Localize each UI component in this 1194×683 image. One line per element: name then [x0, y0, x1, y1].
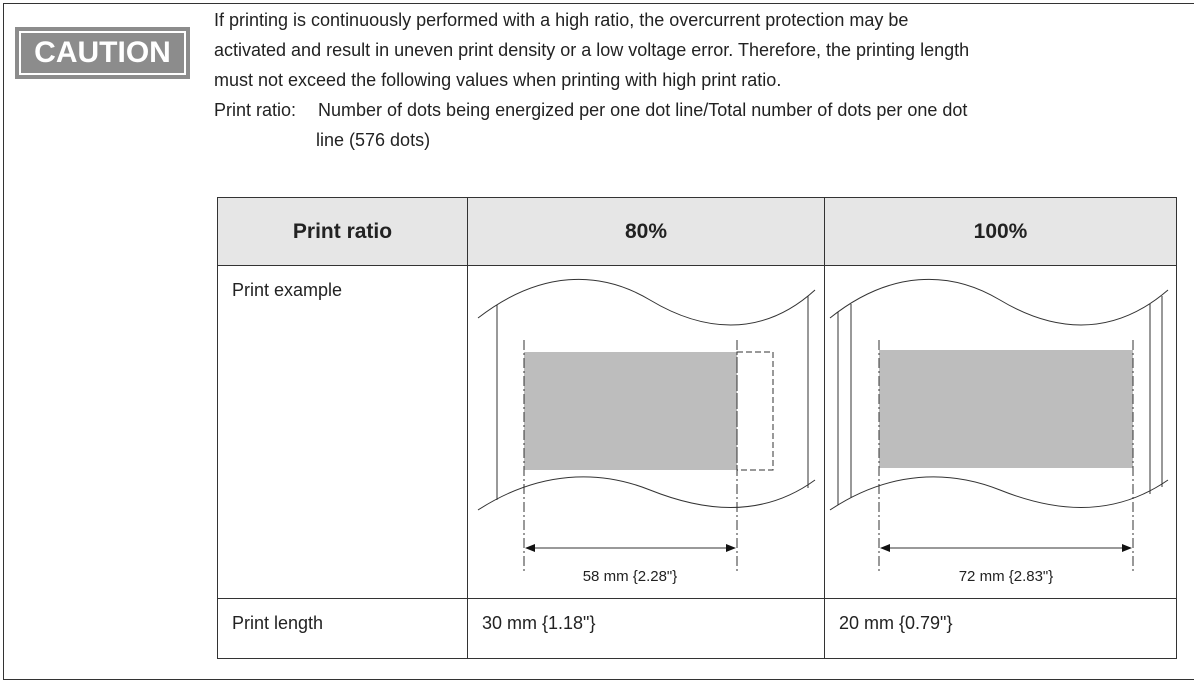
- dimension-label: 72 mm {2.83"}: [959, 568, 1054, 585]
- diagram-100: 72 mm {2.83"}: [830, 279, 1168, 585]
- diagrams: 58 mm {2.28"} 72 mm {2.83"}: [0, 0, 1194, 683]
- page: CAUTION If printing is continuously perf…: [0, 0, 1194, 683]
- diagram-80: 58 mm {2.28"}: [478, 279, 815, 585]
- dimension-label: 58 mm {2.28"}: [583, 568, 678, 585]
